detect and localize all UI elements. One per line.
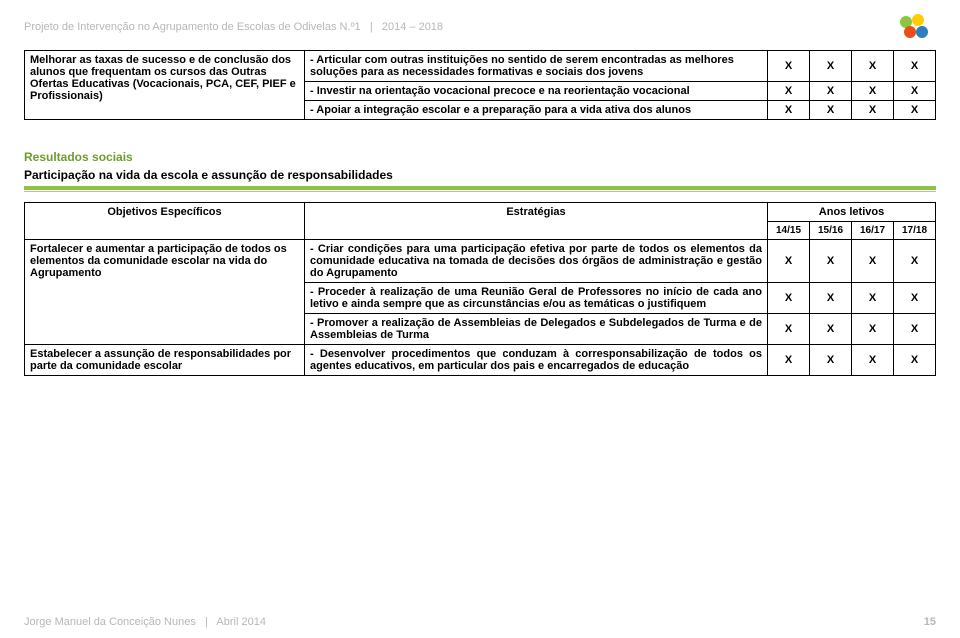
mark-cell: X [894, 345, 936, 376]
page-number: 15 [924, 616, 936, 628]
mark-cell: X [852, 101, 894, 120]
objective-cell: Melhorar as taxas de sucesso e de conclu… [25, 51, 305, 120]
objective-cell: Fortalecer e aumentar a participação de … [25, 240, 305, 345]
header-title-line: Projeto de Intervenção no Agrupamento de… [24, 21, 443, 33]
mark-cell: X [768, 314, 810, 345]
mark-cell: X [894, 314, 936, 345]
year-header: 15/16 [810, 222, 852, 240]
mark-cell: X [894, 51, 936, 82]
table-row: Fortalecer e aumentar a participação de … [25, 240, 936, 283]
mark-cell: X [810, 345, 852, 376]
objective-cell: Estabelecer a assunção de responsabilida… [25, 345, 305, 376]
page-header: Projeto de Intervenção no Agrupamento de… [24, 12, 936, 42]
mark-cell: X [810, 314, 852, 345]
table-1: Melhorar as taxas de sucesso e de conclu… [24, 50, 936, 120]
year-header: 17/18 [894, 222, 936, 240]
mark-cell: X [768, 240, 810, 283]
footer-left: Jorge Manuel da Conceição Nunes | Abril … [24, 616, 266, 628]
mark-cell: X [810, 51, 852, 82]
table-2: Objetivos Específicos Estratégias Anos l… [24, 202, 936, 376]
mark-cell: X [852, 51, 894, 82]
mark-cell: X [852, 240, 894, 283]
mark-cell: X [894, 283, 936, 314]
strategy-cell: - Promover a realização de Assembleias d… [305, 314, 768, 345]
mark-cell: X [810, 240, 852, 283]
section-heading: Resultados sociais [24, 148, 936, 166]
mark-cell: X [852, 82, 894, 101]
mark-cell: X [768, 51, 810, 82]
mark-cell: X [852, 314, 894, 345]
table-header-row: Objetivos Específicos Estratégias Anos l… [25, 203, 936, 222]
section-subtitle: Participação na vida da escola e assunçã… [24, 168, 936, 182]
green-divider [24, 186, 936, 190]
strategy-cell: - Proceder à realização de uma Reunião G… [305, 283, 768, 314]
footer-date: Abril 2014 [216, 616, 266, 628]
strategy-cell: - Desenvolver procedimentos que conduzam… [305, 345, 768, 376]
mark-cell: X [810, 82, 852, 101]
mark-cell: X [852, 345, 894, 376]
table-row: Melhorar as taxas de sucesso e de conclu… [25, 51, 936, 82]
year-header: 14/15 [768, 222, 810, 240]
puzzle-icon [896, 12, 936, 42]
mark-cell: X [768, 101, 810, 120]
strategy-cell: - Criar condições para uma participação … [305, 240, 768, 283]
header-estrategias: Estratégias [305, 203, 768, 240]
strategy-cell: - Apoiar a integração escolar e a prepar… [305, 101, 768, 120]
year-header: 16/17 [852, 222, 894, 240]
table-row: Estabelecer a assunção de responsabilida… [25, 345, 936, 376]
mark-cell: X [894, 101, 936, 120]
header-anos: Anos letivos [768, 203, 936, 222]
project-title: Projeto de Intervenção no Agrupamento de… [24, 21, 361, 33]
page-footer: Jorge Manuel da Conceição Nunes | Abril … [24, 616, 936, 628]
header-objetivos: Objetivos Específicos [25, 203, 305, 240]
mark-cell: X [894, 240, 936, 283]
section-title-text: Resultados sociais [24, 150, 133, 164]
footer-author: Jorge Manuel da Conceição Nunes [24, 616, 196, 628]
mark-cell: X [852, 283, 894, 314]
mark-cell: X [768, 82, 810, 101]
strategy-cell: - Articular com outras instituições no s… [305, 51, 768, 82]
grey-divider [24, 191, 936, 192]
mark-cell: X [768, 345, 810, 376]
project-years: 2014 – 2018 [382, 21, 443, 33]
strategy-cell: - Investir na orientação vocacional prec… [305, 82, 768, 101]
mark-cell: X [894, 82, 936, 101]
mark-cell: X [810, 101, 852, 120]
mark-cell: X [810, 283, 852, 314]
mark-cell: X [768, 283, 810, 314]
